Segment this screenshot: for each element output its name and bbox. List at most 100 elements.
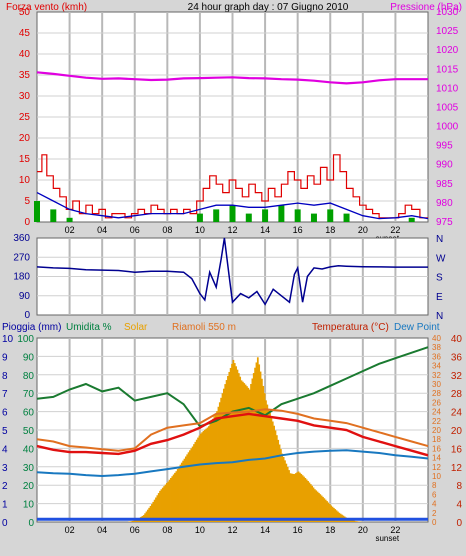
pressure-tick-label: 1015 [436, 64, 459, 75]
temp-inner-tick-label: 18 [432, 435, 441, 444]
solar-bar [198, 435, 201, 522]
rain-tick-label: 8 [2, 371, 8, 382]
solar-bar [286, 466, 289, 522]
temperature-line [36, 412, 429, 457]
humidity-tick-label: 90 [23, 352, 35, 363]
direction-tick-label: 270 [13, 252, 30, 263]
solar-bar [190, 448, 193, 522]
solar-bar [244, 384, 247, 522]
solar-bar [180, 462, 183, 522]
solar-bar [236, 369, 239, 522]
solar-bar [210, 421, 213, 522]
solar-bar [217, 406, 220, 522]
solar-bar [203, 429, 206, 522]
solar-bar [254, 367, 256, 522]
solar-bar [297, 471, 300, 522]
solar-bar [201, 432, 204, 522]
compass-tick-label: S [436, 273, 443, 284]
solar-bar [337, 511, 339, 522]
solar-bar [222, 388, 225, 522]
solar-bar [145, 511, 148, 522]
solar-bar [353, 520, 356, 522]
solar-bar [146, 509, 149, 522]
solar-bar [175, 471, 178, 522]
temp-inner-tick-label: 16 [432, 444, 441, 453]
solar-bar [270, 417, 273, 522]
solar-bar [318, 492, 320, 522]
legend-label: Dew Point [394, 322, 440, 333]
solar-bar [267, 408, 270, 522]
solar-bar [356, 521, 358, 522]
solar-bar [182, 460, 185, 522]
solar-bar [282, 457, 285, 522]
pressure-tick-label: 1030 [436, 7, 459, 18]
wind-tick-label: 40 [19, 49, 31, 60]
legend-label: Temperatura (°C) [312, 322, 389, 333]
solar-bar [319, 494, 322, 522]
rain-tick-label: 9 [2, 352, 8, 363]
solar-bar [246, 386, 248, 522]
gust-bar [262, 209, 269, 222]
humidity-tick-label: 60 [23, 408, 35, 419]
solar-bar [205, 428, 208, 522]
wind-tick-label: 20 [19, 133, 31, 144]
chart-title: 24 hour graph day : 07 Giugno 2010 [188, 2, 349, 13]
x-tick-label: 04 [97, 525, 107, 535]
temp-inner-tick-label: 6 [432, 490, 437, 499]
pressure-tick-label: 1020 [436, 45, 459, 56]
solar-bar [193, 444, 195, 522]
compass-tick-label: E [436, 292, 443, 303]
solar-bar [170, 477, 172, 522]
solar-bar [265, 400, 267, 522]
solar-bar [350, 519, 353, 522]
wind-tick-label: 15 [19, 154, 31, 165]
solar-bar [275, 435, 278, 522]
solar-bar [235, 366, 237, 522]
solar-bar [225, 380, 228, 522]
solar-bar [307, 480, 309, 522]
direction-tick-label: 0 [24, 310, 30, 321]
solar-bar [299, 472, 301, 522]
solar-bar [315, 490, 318, 522]
gust-bar [34, 201, 40, 222]
solar-bar [129, 521, 132, 522]
riamoli-temperature-line [36, 408, 429, 452]
solar-bar [308, 482, 311, 522]
solar-bar [130, 521, 133, 522]
pressure-tick-label: 975 [436, 217, 453, 228]
solar-bar [232, 359, 235, 522]
solar-bar [199, 433, 202, 522]
gust-bar [213, 209, 220, 222]
solar-bar [266, 404, 269, 522]
x-tick-label: 06 [130, 525, 140, 535]
solar-bar [163, 486, 166, 522]
solar-bar [148, 507, 151, 522]
solar-bar [186, 454, 189, 522]
rain-tick-label: 5 [2, 426, 8, 437]
solar-bar [214, 413, 217, 522]
solar-bar [240, 380, 243, 522]
rain-tick-label: 10 [2, 334, 14, 345]
x-tick-label: 22 [390, 225, 400, 235]
solar-bar [357, 521, 360, 522]
temp-inner-tick-label: 0 [432, 518, 437, 527]
solar-bar [133, 520, 136, 522]
x-tick-label: 14 [260, 225, 270, 235]
gust-bar [343, 213, 350, 222]
temp-tick-label: 28 [451, 389, 463, 400]
solar-bar [338, 512, 341, 522]
solar-bar [280, 449, 282, 522]
x-tick-label: 10 [195, 525, 205, 535]
solar-bar [132, 520, 134, 522]
solar-bar [328, 504, 331, 522]
legend-label: Pioggia (mm) [2, 322, 61, 333]
x-tick-label: 18 [325, 525, 335, 535]
temp-inner-tick-label: 22 [432, 417, 441, 426]
solar-bar [305, 479, 308, 522]
solar-bar [202, 431, 205, 522]
temp-tick-label: 0 [456, 518, 462, 529]
solar-bar [165, 483, 168, 522]
solar-bar [271, 421, 274, 522]
solar-bar [290, 473, 293, 522]
solar-bar [231, 363, 233, 522]
